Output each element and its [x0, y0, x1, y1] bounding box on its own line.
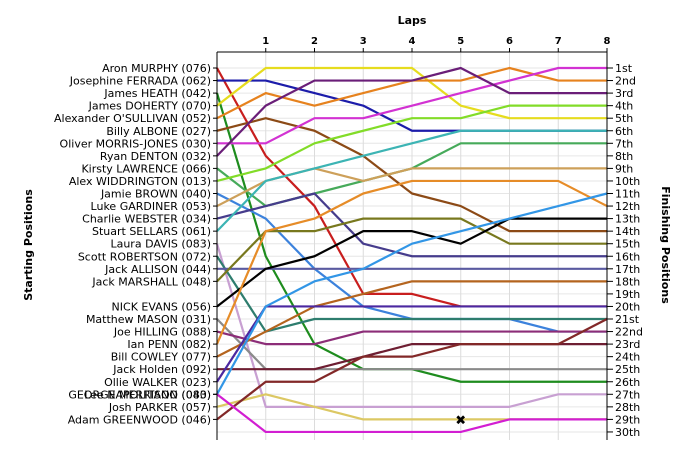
driver-label: Bill COWLEY (077) — [111, 351, 211, 364]
driver-label: Kirsty LAWRENCE (066) — [81, 162, 211, 175]
driver-label: Matthew MASON (031) — [86, 313, 211, 326]
finishing-position-label: 23rd — [615, 338, 640, 351]
series-line — [216, 305, 607, 383]
finishing-position-label: 16th — [615, 250, 640, 263]
finishing-position-label: 25th — [615, 363, 640, 376]
driver-label: Stuart SELLARS (061) — [92, 225, 211, 238]
series-line — [216, 280, 607, 358]
finishing-position-label: 5th — [615, 112, 633, 125]
lap-tick-label: 5 — [457, 36, 464, 47]
finishing-position-label: 10th — [615, 175, 640, 188]
series-line — [217, 66, 607, 145]
finishing-position-label: 2nd — [615, 75, 636, 88]
lap-tick-label: 2 — [311, 36, 318, 47]
series-line — [216, 318, 608, 421]
driver-label: Alexander O'SULLIVAN (052) — [54, 112, 211, 125]
series-line — [216, 129, 607, 232]
driver-label: James DOHERTY (070) — [88, 100, 211, 113]
series-layer — [215, 66, 608, 434]
finishing-position-label: 6th — [615, 125, 633, 138]
finishing-position-label: 28th — [615, 401, 640, 414]
driver-label: James HEATH (042) — [103, 87, 211, 100]
series-line — [216, 66, 607, 120]
lap-tick-label: 6 — [506, 36, 513, 47]
series-line — [216, 104, 607, 183]
finishing-position-label: 18th — [615, 275, 640, 288]
series-line — [216, 192, 607, 258]
finishing-position-label: 15th — [615, 238, 640, 251]
lap-tick-label: 7 — [555, 36, 562, 47]
series-line — [216, 330, 607, 346]
driver-label: Oliver MORRIS-JONES (030) — [60, 137, 211, 150]
series-line — [216, 217, 607, 283]
finishing-position-label: 30th — [615, 426, 640, 439]
finishing-position-label: 29th — [615, 413, 640, 426]
series-line — [215, 179, 608, 345]
lap-tick-label: 1 — [262, 36, 269, 47]
finishing-position-label: 9th — [615, 162, 633, 175]
driver-label: Alex WIDDRINGTON (013) — [69, 175, 211, 188]
finishing-position-label: 13th — [615, 213, 640, 226]
series-line — [216, 192, 608, 395]
driver-label: Jamie BROWN (040) — [100, 188, 211, 201]
driver-label: Aron MURPHY (076) — [102, 62, 211, 75]
driver-label: Lee NAPOLITANO (043) — [84, 388, 211, 401]
driver-label: Charlie WEBSTER (034) — [82, 213, 211, 226]
series-line — [215, 243, 607, 408]
driver-label: GEORGE MERRISON (080) — [68, 388, 211, 401]
finishing-position-label: 12th — [615, 200, 640, 213]
driver-label: Ryan DENTON (032) — [100, 150, 211, 163]
left-axis-title: Starting Positions — [22, 189, 35, 301]
driver-label: Joe HILLING (088) — [113, 326, 211, 339]
finishing-position-label: 11th — [615, 188, 640, 201]
finishing-position-label: 20th — [615, 300, 640, 313]
driver-label: Jack ALLISON (044) — [104, 263, 211, 276]
finishing-position-label: 14th — [615, 225, 640, 238]
lap-tick-label: 8 — [604, 36, 611, 47]
driver-label: NICK EVANS (056) — [112, 300, 211, 313]
finishing-position-label: 1st — [615, 62, 633, 75]
series-line — [216, 66, 607, 157]
driver-label: Luke GARDINER (053) — [91, 200, 211, 213]
finishing-position-label: 4th — [615, 100, 633, 113]
series-line — [216, 217, 607, 308]
driver-label: Jack Holden (092) — [112, 363, 211, 376]
finishing-position-label: 8th — [615, 150, 633, 163]
driver-label: Jack MARSHALL (048) — [91, 275, 211, 288]
driver-label: Ollie WALKER (023) — [104, 376, 211, 389]
lap-tick-label: 3 — [360, 36, 367, 47]
driver-label: Laura DAVIS (083) — [110, 238, 211, 251]
tick-layer — [213, 48, 613, 440]
finishing-position-label: 26th — [615, 376, 640, 389]
driver-label: Josephine FERRADA (062) — [69, 75, 211, 88]
driver-label: Scott ROBERTSON (072) — [78, 250, 211, 263]
finishing-position-label: 22nd — [615, 326, 643, 339]
series-line — [216, 393, 607, 434]
series-line — [216, 117, 607, 233]
finishing-position-label: 3rd — [615, 87, 633, 100]
series-line — [216, 255, 607, 333]
finishing-position-label: 21st — [615, 313, 640, 326]
driver-label: Billy ALBONE (027) — [106, 125, 211, 138]
finishing-position-label: 19th — [615, 288, 640, 301]
finishing-position-label: 17th — [615, 263, 640, 276]
driver-label: Josh PARKER (057) — [108, 401, 211, 414]
driver-label: Ian PENN (082) — [127, 338, 211, 351]
retired-marker: ✖ — [455, 413, 466, 428]
label-layer: 1 2 3 4 5 6 7 81st2nd3rd4th5th6th7th8th9th10th1… — [54, 36, 643, 439]
finishing-position-label: 24th — [615, 351, 640, 364]
right-axis-title: Finishing Positions — [659, 186, 672, 304]
driver-label: Adam GREENWOOD (046) — [68, 413, 211, 426]
finishing-position-label: 27th — [615, 388, 640, 401]
lap-tick-label: 4 — [409, 36, 416, 47]
finishing-position-label: 7th — [615, 137, 633, 150]
x-axis-title: Laps — [398, 14, 427, 27]
